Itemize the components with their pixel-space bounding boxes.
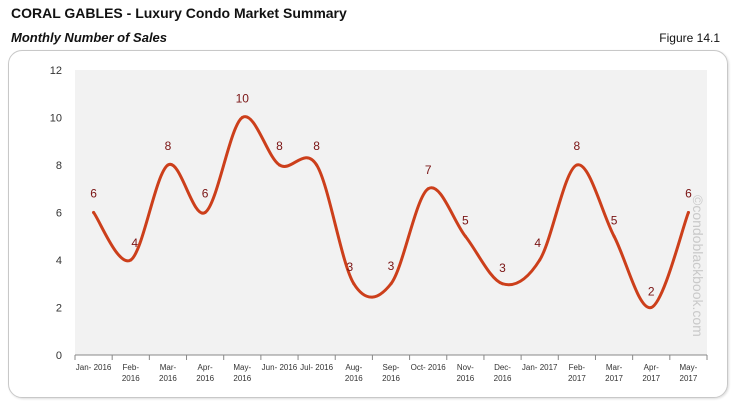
data-label: 7: [425, 163, 432, 177]
data-label: 6: [202, 187, 209, 201]
x-tick-label: Jan- 2016: [76, 363, 112, 372]
data-label: 4: [534, 236, 541, 250]
x-tick-label: Jun- 2016: [262, 363, 298, 372]
data-label: 10: [236, 92, 250, 106]
data-point: [203, 211, 207, 214]
data-point: [277, 163, 281, 167]
data-point: [352, 282, 356, 286]
data-point: [501, 282, 505, 286]
x-tick-label: Apr-2017: [642, 363, 660, 383]
chart-frame: [8, 50, 728, 398]
y-tick-label: 8: [56, 160, 62, 172]
y-tick-label: 6: [56, 208, 62, 220]
x-tick-label: Feb-2016: [122, 363, 140, 383]
y-tick-label: 2: [56, 303, 62, 315]
y-tick-label: 12: [50, 65, 62, 77]
x-tick-label: Sep-2016: [382, 363, 400, 383]
data-point: [92, 211, 96, 214]
figure-number: Figure 14.1: [659, 31, 720, 45]
data-label: 8: [276, 139, 283, 153]
data-point: [240, 116, 244, 119]
x-tick-label: Feb-2017: [568, 363, 586, 383]
data-point: [612, 234, 616, 238]
data-label: 8: [574, 139, 581, 153]
data-point: [166, 163, 170, 167]
data-label: 5: [462, 213, 469, 227]
x-tick-label: Nov-2016: [456, 363, 474, 383]
data-point: [129, 258, 133, 262]
chart-subtitle: Monthly Number of Sales: [11, 30, 168, 45]
data-point: [575, 163, 579, 167]
x-tick-label: Jul- 2016: [300, 363, 333, 372]
data-label: 2: [648, 285, 655, 299]
data-point: [538, 258, 542, 262]
x-tick-label: Mar-2016: [159, 363, 177, 383]
data-label: 6: [90, 187, 97, 201]
watermark: ©condoblackbook.com: [690, 195, 706, 337]
data-label: 5: [611, 213, 618, 227]
x-tick-label: Dec-2016: [494, 363, 512, 383]
data-label: 4: [131, 236, 138, 250]
y-tick-label: 0: [56, 350, 62, 362]
x-tick-label: Aug-2016: [345, 363, 363, 383]
data-point: [686, 211, 690, 214]
data-label: 6: [685, 187, 692, 201]
y-tick-label: 4: [56, 255, 62, 267]
x-tick-label: Oct- 2016: [411, 363, 447, 372]
data-point: [463, 234, 467, 238]
data-label: 3: [388, 259, 395, 273]
x-tick-label: Jan- 2017: [522, 363, 558, 372]
data-label: 8: [165, 139, 172, 153]
data-point: [649, 306, 653, 309]
y-tick-label: 10: [50, 113, 62, 125]
x-tick-label: May-2016: [233, 363, 251, 383]
data-label: 8: [313, 139, 320, 153]
x-tick-label: Mar-2017: [605, 363, 623, 383]
data-point: [315, 163, 319, 167]
page-title: CORAL GABLES - Luxury Condo Market Summa…: [11, 5, 347, 21]
x-tick-label: Apr-2016: [196, 363, 214, 383]
data-label: 3: [499, 261, 506, 275]
data-point: [426, 187, 430, 191]
data-point: [389, 282, 393, 286]
x-tick-label: May-2017: [680, 363, 698, 383]
plot-area: [75, 70, 707, 355]
data-label: 3: [346, 260, 353, 274]
